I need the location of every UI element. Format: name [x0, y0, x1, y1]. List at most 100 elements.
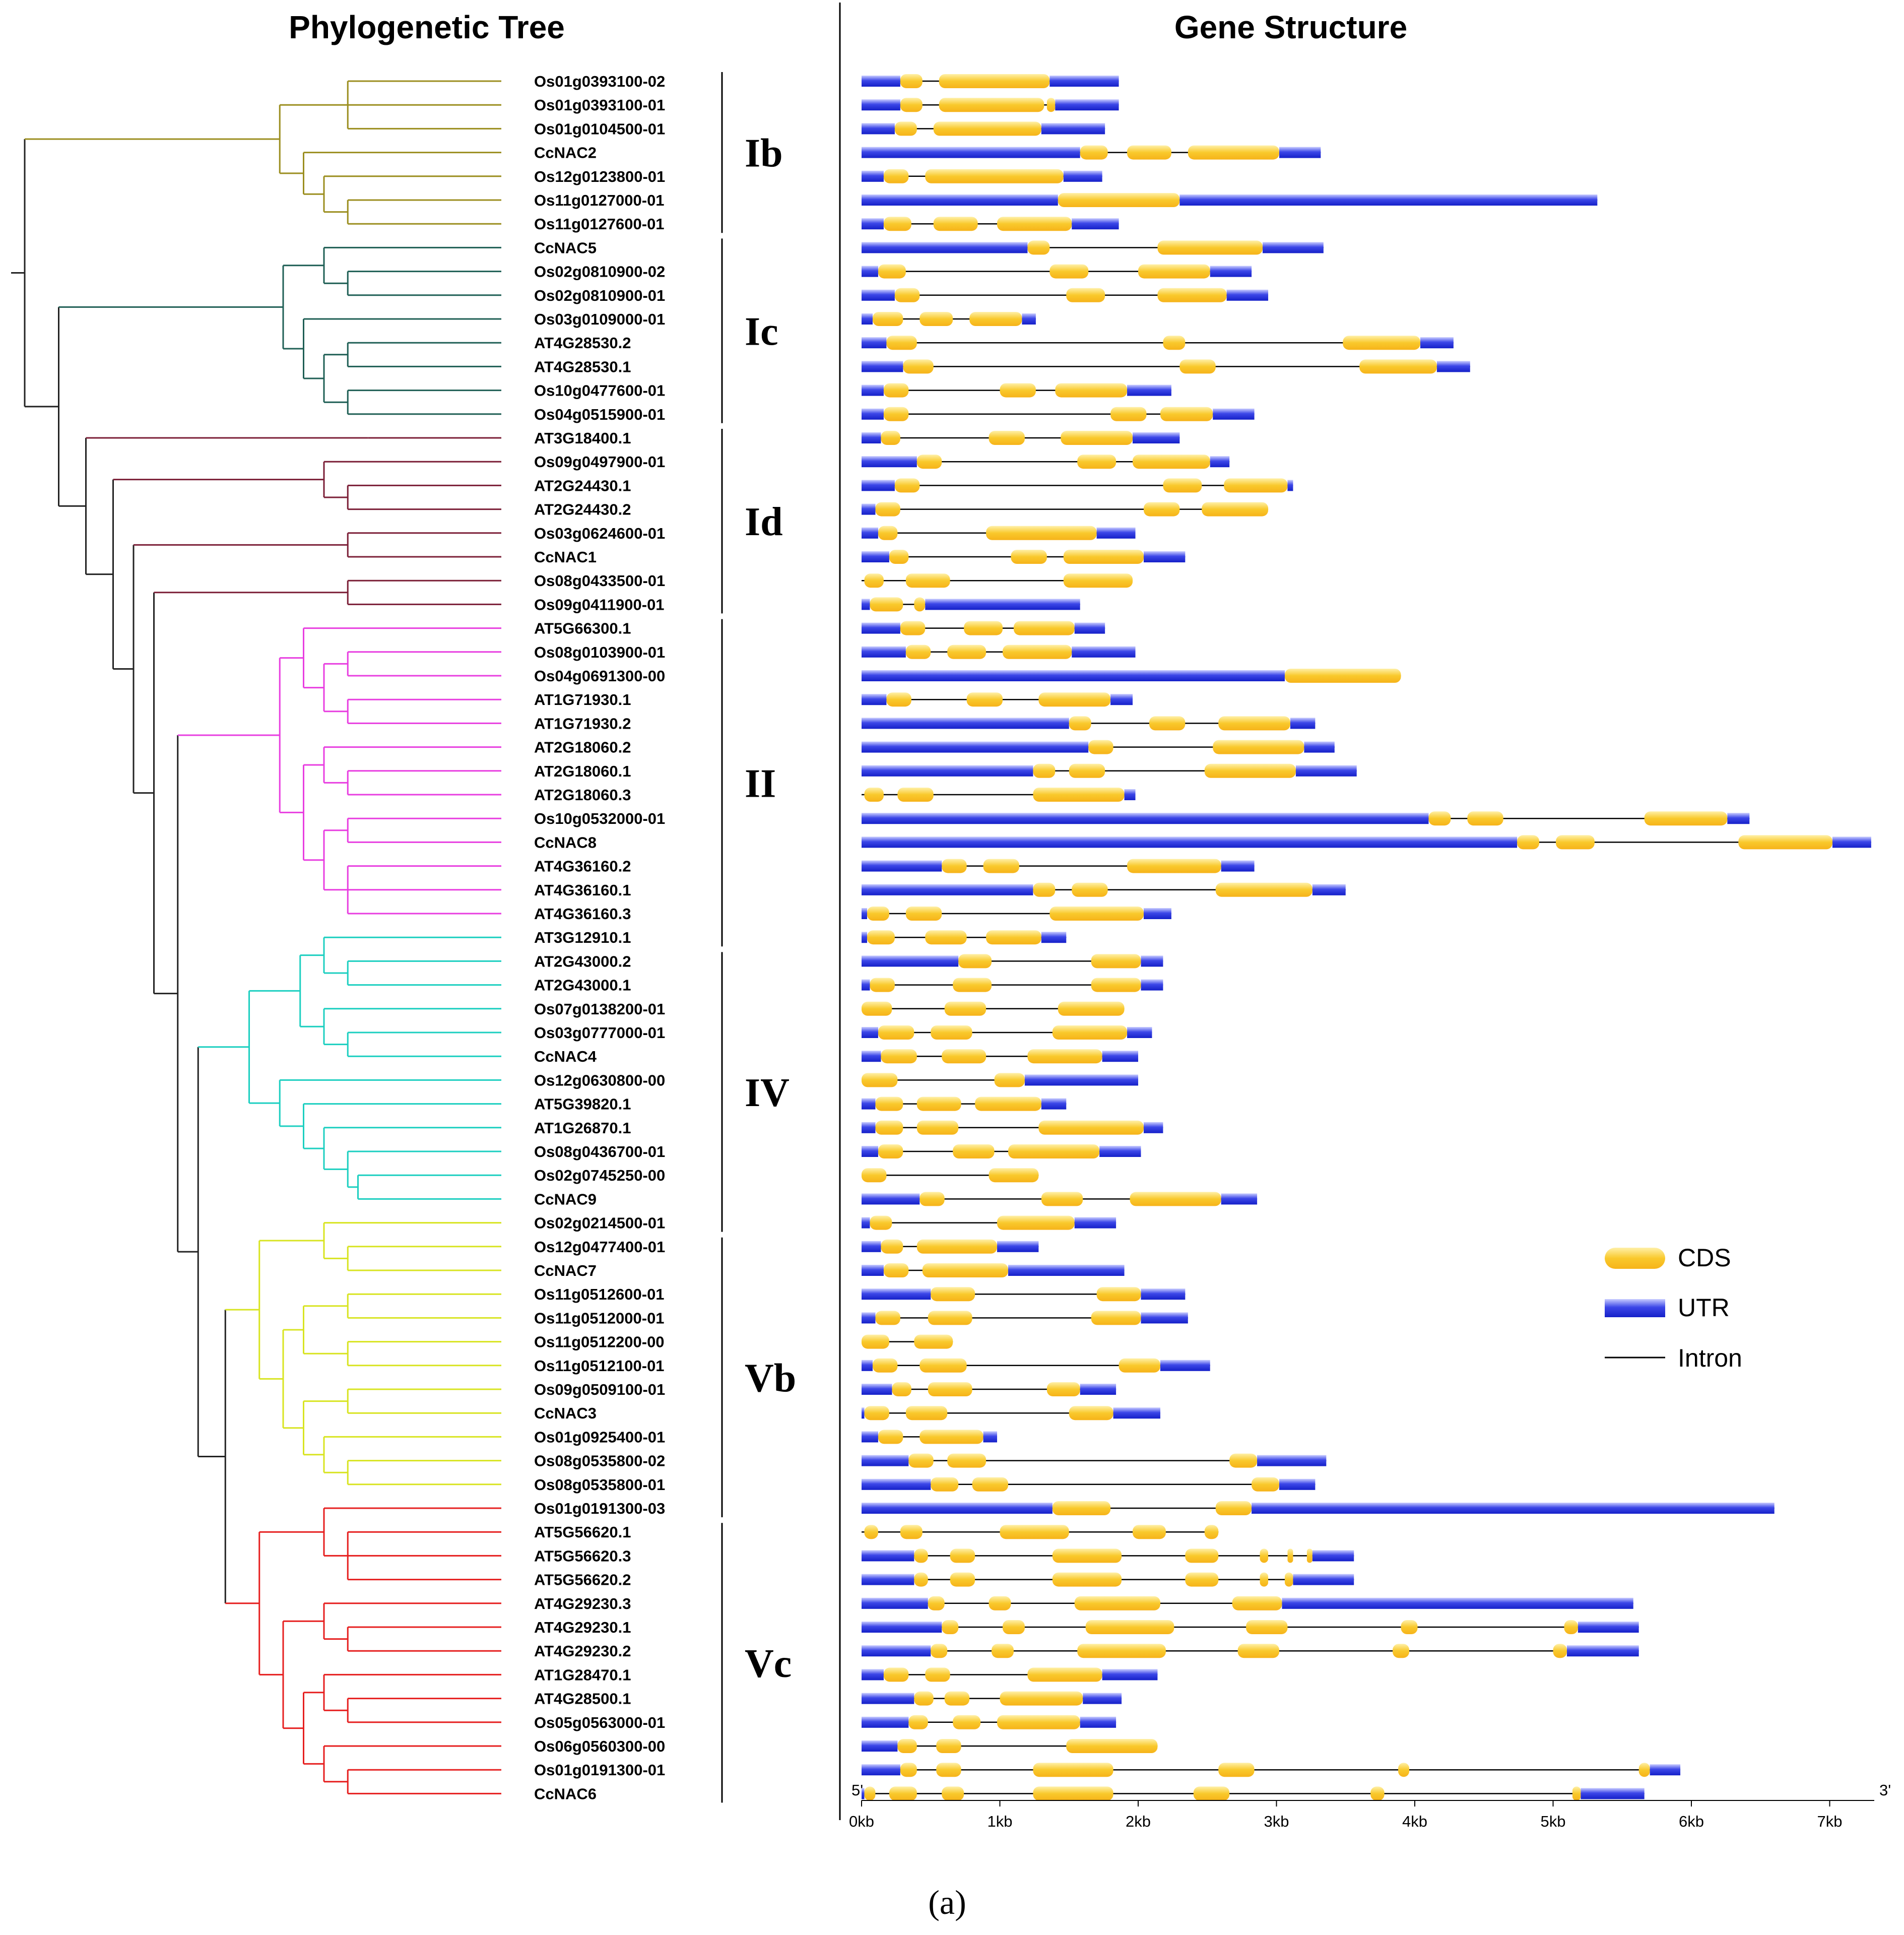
utr-segment	[1221, 1193, 1258, 1205]
utr-segment	[862, 218, 884, 230]
gene-structure-row	[862, 573, 1133, 588]
cds-segment	[928, 1311, 972, 1325]
gene-label: Os10g0532000-01	[534, 810, 665, 827]
cds-segment	[947, 644, 987, 659]
gene-structure-row	[862, 811, 1750, 826]
utr-segment	[862, 1217, 870, 1229]
gene-label: AT2G24430.2	[534, 501, 631, 519]
cds-segment	[1284, 669, 1401, 683]
cds-segment	[928, 1596, 945, 1610]
cds-segment	[1091, 1311, 1141, 1325]
utr-segment	[862, 599, 870, 610]
gene-label: CcNAC5	[534, 239, 597, 256]
cds-segment	[994, 1073, 1025, 1087]
cds-segment	[1072, 882, 1108, 897]
utr-segment	[1143, 551, 1186, 562]
axis-tick-label: 5kb	[1541, 1813, 1566, 1830]
gene-structure-row	[862, 1192, 1258, 1206]
legend: CDS UTR Intron	[1605, 1244, 1742, 1372]
gene-label: Os04g0515900-01	[534, 406, 665, 423]
cds-segment	[958, 954, 992, 969]
gene-structure-row	[862, 930, 1067, 945]
gene-structure-row	[862, 264, 1252, 279]
utr-segment	[1179, 195, 1598, 206]
gene-structure-row	[862, 621, 1105, 635]
cds-segment	[864, 1786, 876, 1801]
gene-structure-row	[862, 954, 1163, 969]
utr-segment	[862, 718, 1069, 729]
cds-segment	[1553, 1644, 1567, 1658]
gene-structure-row	[862, 763, 1357, 778]
cds-segment	[900, 74, 923, 88]
cds-segment	[1218, 716, 1290, 731]
gene-structure-row	[862, 1691, 1122, 1706]
utr-segment	[862, 1288, 931, 1300]
cds-segment	[1033, 1786, 1113, 1801]
utr-segment	[862, 1645, 931, 1657]
cds-segment	[966, 692, 1003, 707]
cds-segment	[936, 1763, 961, 1777]
cds-segment	[905, 1406, 948, 1421]
cds-segment	[1055, 383, 1128, 398]
cds-segment	[916, 1239, 998, 1254]
utr-segment	[1127, 1027, 1152, 1038]
cds-segment	[914, 1691, 934, 1706]
gene-structure-row	[862, 288, 1269, 302]
cds-segment	[862, 1334, 889, 1349]
utr-segment	[1072, 218, 1119, 230]
utr-segment	[1127, 384, 1171, 396]
utr-segment	[862, 1027, 878, 1038]
utr-segment	[1083, 1693, 1122, 1704]
tree-title: Phylogenetic Tree	[289, 9, 565, 45]
gene-label: Os11g0512200-00	[534, 1333, 665, 1351]
cds-segment	[1066, 288, 1105, 302]
cds-segment	[872, 1358, 898, 1373]
gene-structure-row	[862, 1334, 953, 1349]
utr-segment	[862, 860, 942, 872]
cds-segment	[889, 1786, 917, 1801]
gene-label: AT5G56620.3	[534, 1547, 631, 1565]
utr-segment	[1022, 313, 1036, 325]
utr-segment	[1080, 1716, 1117, 1728]
cds-segment	[1119, 1358, 1160, 1373]
cds-segment	[1000, 383, 1036, 398]
utr-segment	[1102, 1051, 1138, 1062]
cds-segment	[1133, 1525, 1166, 1539]
cds-segment	[1572, 1786, 1581, 1801]
cds-segment	[1260, 1572, 1269, 1587]
cds-segment	[942, 1620, 959, 1634]
gene-structure-row	[862, 597, 1080, 612]
cds-segment	[1049, 907, 1144, 921]
cds-segment	[986, 526, 1097, 540]
cds-segment	[1644, 811, 1728, 826]
gene-label: CcNAC9	[534, 1190, 597, 1208]
gene-structure-row	[862, 1287, 1186, 1302]
utr-segment	[1124, 789, 1136, 800]
cds-segment	[1033, 788, 1125, 802]
gene-label: AT4G28530.2	[534, 334, 631, 352]
gene-label: AT4G28530.1	[534, 358, 631, 375]
gene-structure-row	[862, 121, 1105, 136]
cds-segment	[900, 621, 926, 635]
gene-label: Os09g0497900-01	[534, 453, 665, 471]
cds-segment	[878, 526, 898, 540]
gene-label: AT2G18060.2	[534, 739, 631, 756]
cds-segment	[883, 383, 909, 398]
gene-label: AT4G36160.3	[534, 905, 631, 923]
axis-tick-label: 2kb	[1126, 1813, 1151, 1830]
cds-segment	[1063, 573, 1133, 588]
cds-segment	[1218, 1763, 1255, 1777]
utr-segment	[1080, 1384, 1117, 1395]
gene-structure-row	[862, 644, 1136, 659]
utr-segment	[862, 289, 895, 301]
cds-segment	[905, 907, 942, 921]
gene-structure-row	[862, 74, 1119, 88]
gene-label: Os08g0433500-01	[534, 572, 665, 590]
utr-segment	[862, 670, 1285, 681]
utr-segment	[1049, 76, 1119, 87]
gene-structure-row	[862, 907, 1171, 921]
utr-segment	[862, 1669, 884, 1681]
utr-segment	[862, 1265, 884, 1276]
gene-label: Os08g0535800-01	[534, 1476, 665, 1494]
utr-segment	[862, 76, 900, 87]
